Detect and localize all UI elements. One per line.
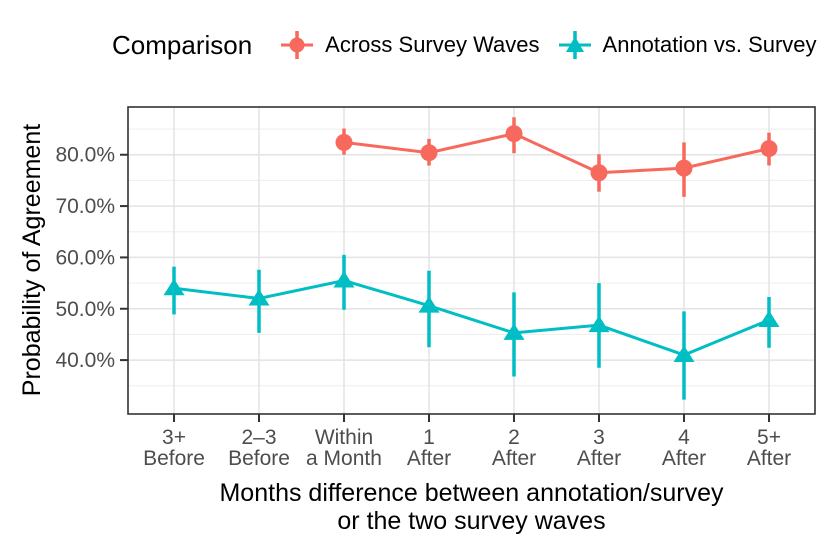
data-point-triangle [758, 310, 780, 328]
data-point-triangle [418, 296, 440, 313]
y-tick-label: 50.0% [55, 298, 115, 321]
y-tick-label: 70.0% [55, 195, 115, 218]
data-point-circle [760, 140, 778, 158]
data-point-triangle [673, 345, 695, 362]
data-point-circle [675, 159, 693, 177]
data-point-triangle [588, 315, 610, 333]
data-point-triangle [163, 278, 185, 296]
data-point-triangle [248, 288, 270, 306]
data-point-circle [420, 144, 438, 162]
x-tick-label: 5+ After [747, 426, 791, 470]
data-point-triangle [503, 323, 525, 340]
series-annotation-vs-survey [163, 254, 780, 400]
pointrange-triangle-icon [558, 31, 591, 59]
series-line [173, 278, 770, 357]
panel-border [127, 106, 816, 415]
y-tick-label: 60.0% [55, 246, 115, 269]
legend-item-across-survey-waves: Across Survey Waves [278, 26, 540, 64]
legend-title: Comparison [112, 29, 253, 60]
x-tick-label: 4 After [662, 426, 706, 470]
x-tick-label: 3+ Before [143, 426, 205, 470]
series-across-survey-waves [335, 117, 778, 197]
x-tick-label: 3 After [577, 426, 621, 470]
axis-ticks: 80.0% 70.0% 60.0% 50.0% 40.0% 3+ Before 2–3 Befo… [55, 144, 791, 470]
y-tick-label: 40.0% [55, 349, 115, 372]
x-axis-title-line2: or the two survey waves [337, 507, 606, 535]
data-point-circle [590, 164, 608, 182]
x-tick-label: 1 After [407, 426, 451, 470]
y-tick-label: 80.0% [55, 144, 115, 167]
x-tick-label: Within a Month [306, 426, 382, 470]
x-axis-title: Months difference between annotation/sur… [128, 479, 815, 535]
x-tick-label: 2–3 Before [228, 426, 290, 470]
data-point-circle [335, 133, 353, 151]
legend-item-label: Across Survey Waves [325, 32, 540, 57]
data-point-circle [505, 125, 523, 143]
x-tick-label: 2 After [492, 426, 536, 470]
series-line [343, 132, 770, 175]
x-axis-title-line1: Months difference between annotation/sur… [219, 479, 724, 507]
legend-item-label: Annotation vs. Survey [602, 32, 817, 57]
pointrange-circle-icon [281, 31, 314, 59]
legend: Comparison Across Survey Waves Annotatio… [112, 20, 817, 70]
panel-background [128, 107, 815, 414]
legend-item-annotation-vs-survey: Annotation vs. Survey [556, 26, 817, 64]
y-axis-title: Probability of Agreement [18, 123, 46, 397]
data-point-triangle [333, 271, 355, 288]
